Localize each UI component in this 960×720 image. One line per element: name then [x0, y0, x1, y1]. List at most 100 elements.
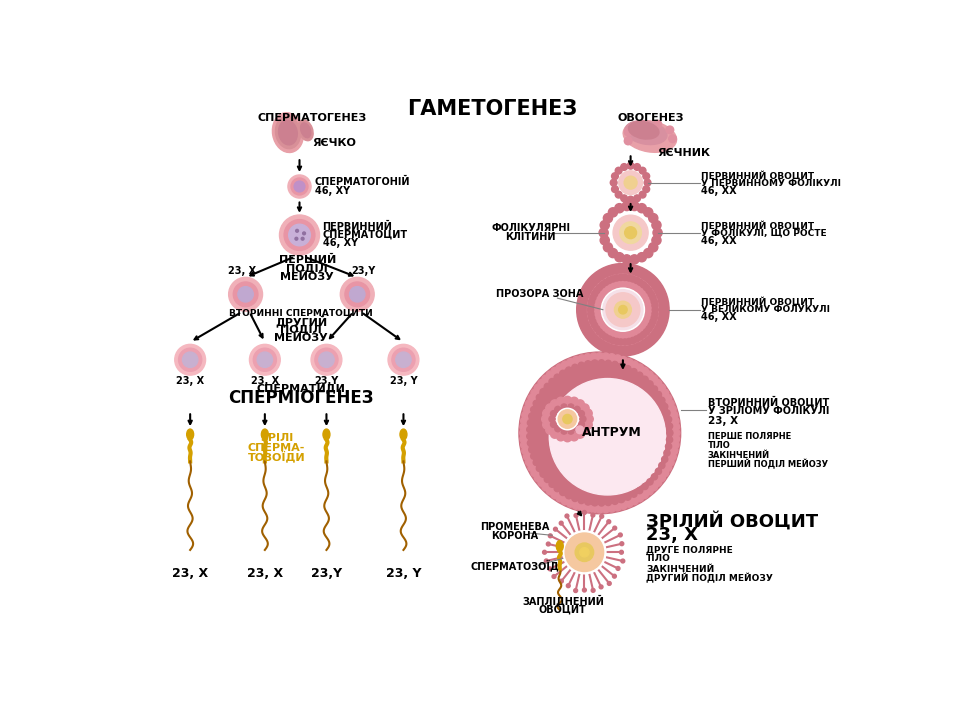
- Circle shape: [579, 296, 585, 302]
- Circle shape: [564, 396, 572, 405]
- Ellipse shape: [556, 541, 564, 552]
- Circle shape: [636, 494, 643, 502]
- Text: ПЕРШИЙ ПОДІЛ МЕЙОЗУ: ПЕРШИЙ ПОДІЛ МЕЙОЗУ: [708, 459, 828, 469]
- Circle shape: [639, 167, 646, 174]
- Circle shape: [546, 487, 554, 495]
- Circle shape: [583, 590, 587, 593]
- Circle shape: [612, 348, 618, 354]
- Text: 23, X: 23, X: [247, 567, 283, 580]
- Circle shape: [388, 344, 419, 375]
- Text: ПЕРВИННИЙ ОВОЦИТ: ПЕРВИННИЙ ОВОЦИТ: [702, 221, 815, 230]
- Text: ПЕРВИННИЙ: ПЕРВИННИЙ: [323, 222, 393, 233]
- Circle shape: [668, 405, 676, 413]
- Circle shape: [581, 323, 587, 328]
- Circle shape: [672, 435, 680, 443]
- Circle shape: [607, 347, 612, 353]
- Circle shape: [591, 590, 595, 593]
- Circle shape: [542, 409, 551, 418]
- Circle shape: [616, 534, 620, 538]
- Circle shape: [661, 456, 668, 462]
- Circle shape: [603, 243, 612, 252]
- Circle shape: [581, 426, 589, 434]
- Circle shape: [589, 294, 596, 301]
- Circle shape: [557, 408, 578, 430]
- Circle shape: [637, 334, 643, 340]
- Circle shape: [660, 317, 667, 323]
- Circle shape: [634, 163, 640, 171]
- Text: СПЕРМА-: СПЕРМА-: [248, 443, 305, 453]
- Circle shape: [580, 548, 589, 557]
- Circle shape: [583, 512, 587, 516]
- Circle shape: [559, 521, 563, 524]
- Circle shape: [666, 400, 674, 408]
- Circle shape: [658, 384, 665, 392]
- Circle shape: [585, 499, 591, 505]
- Text: ТІЛО: ТІЛО: [708, 441, 731, 450]
- Circle shape: [590, 505, 598, 513]
- Text: ГАМЕТОГЕНЕЗ: ГАМЕТОГЕНЕЗ: [407, 99, 577, 120]
- Text: ОВОГЕНЕЗ: ОВОГЕНЕЗ: [617, 113, 684, 123]
- Text: ЗАПЛІДНЕНИЙ: ЗАПЛІДНЕНИЙ: [522, 595, 604, 607]
- Circle shape: [617, 264, 623, 271]
- Circle shape: [619, 542, 624, 546]
- Circle shape: [623, 550, 627, 554]
- Circle shape: [625, 500, 633, 507]
- Circle shape: [538, 479, 545, 486]
- Circle shape: [546, 371, 554, 379]
- Circle shape: [565, 367, 572, 373]
- Text: ЗАКІНЧЕНИЙ: ЗАКІНЧЕНИЙ: [646, 564, 714, 574]
- Circle shape: [585, 415, 593, 423]
- Circle shape: [601, 288, 644, 331]
- Circle shape: [547, 567, 551, 571]
- Circle shape: [340, 277, 374, 311]
- Text: ДРУГИЙ: ДРУГИЙ: [275, 315, 327, 327]
- Circle shape: [650, 483, 658, 490]
- Circle shape: [618, 305, 627, 314]
- Circle shape: [588, 274, 659, 345]
- Circle shape: [527, 420, 534, 426]
- Circle shape: [618, 363, 625, 369]
- Circle shape: [626, 338, 632, 345]
- Circle shape: [637, 345, 644, 351]
- Text: У ЗРІЛОМУ ФОЛІКУЛІ: У ЗРІЛОМУ ФОЛІКУЛІ: [708, 406, 829, 416]
- Circle shape: [652, 220, 661, 230]
- Circle shape: [630, 255, 639, 264]
- Circle shape: [605, 360, 612, 366]
- Circle shape: [535, 474, 542, 482]
- Circle shape: [644, 179, 651, 186]
- Text: ПОДІЛ: ПОДІЛ: [286, 263, 328, 273]
- Circle shape: [661, 403, 668, 410]
- Circle shape: [525, 400, 533, 408]
- Text: 46, XY: 46, XY: [315, 186, 350, 196]
- Text: СПЕРМІОГЕНЕЗ: СПЕРМІОГЕНЕЗ: [228, 390, 373, 408]
- Circle shape: [250, 344, 280, 375]
- Circle shape: [549, 416, 555, 422]
- Circle shape: [633, 266, 639, 272]
- Circle shape: [556, 494, 564, 502]
- Circle shape: [654, 479, 661, 486]
- Circle shape: [574, 426, 580, 432]
- Circle shape: [622, 559, 626, 563]
- Circle shape: [647, 479, 653, 485]
- Circle shape: [574, 406, 580, 413]
- Circle shape: [577, 264, 669, 356]
- Circle shape: [531, 390, 539, 397]
- Circle shape: [624, 128, 632, 136]
- Text: МЕЙОЗУ: МЕЙОЗУ: [275, 333, 328, 343]
- Text: ПЕРВИННИЙ ОВОЦИТ: ПЕРВИННИЙ ОВОЦИТ: [702, 297, 815, 307]
- Circle shape: [661, 312, 668, 318]
- Circle shape: [519, 352, 681, 514]
- Circle shape: [660, 296, 667, 302]
- Circle shape: [584, 504, 591, 512]
- Circle shape: [640, 367, 648, 375]
- Circle shape: [666, 423, 673, 429]
- Circle shape: [664, 464, 672, 472]
- Text: ФОЛІКУЛЯРНІ: ФОЛІКУЛЯРНІ: [491, 223, 570, 233]
- Circle shape: [660, 291, 665, 297]
- Circle shape: [650, 375, 658, 383]
- Circle shape: [540, 389, 546, 395]
- Circle shape: [546, 426, 554, 434]
- Circle shape: [581, 404, 589, 413]
- Text: У ВЕЛИКОМУ ФОЛУКУЛІ: У ВЕЛИКОМУ ФОЛУКУЛІ: [702, 305, 830, 314]
- Circle shape: [619, 356, 627, 364]
